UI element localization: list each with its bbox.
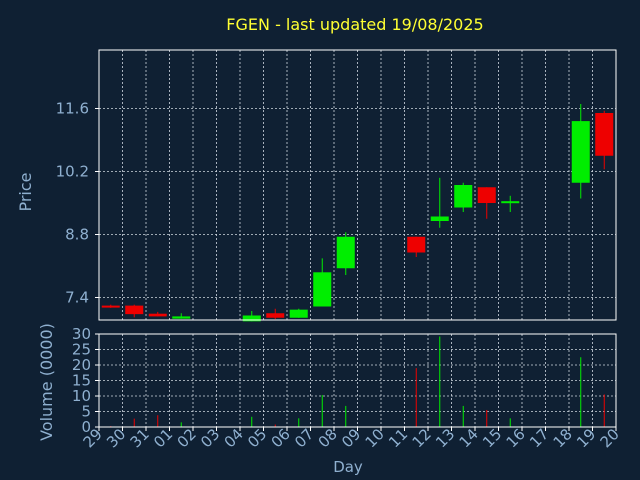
x-tick-label-11: 11 — [385, 425, 411, 451]
x-tick-labels: 2930310102030405060708091011121314151617… — [80, 425, 623, 451]
x-tick-label-17: 17 — [526, 425, 552, 451]
volume-bars — [110, 336, 605, 427]
candle-body-15 — [501, 201, 520, 204]
candle-body-08 — [336, 236, 355, 269]
price-candles — [101, 104, 614, 322]
candle-body-07 — [313, 272, 332, 307]
x-tick-label-14: 14 — [456, 425, 482, 451]
volume-tick-label: 0 — [81, 418, 91, 436]
price-panel-frame — [98, 49, 617, 321]
volume-axis-label: Volume (0000) — [37, 323, 56, 441]
candle-body-04 — [242, 315, 261, 322]
candle-body-31 — [148, 313, 167, 317]
x-tick-label-13: 13 — [432, 425, 458, 451]
volume-tick-label: 30 — [72, 325, 91, 343]
x-tick-label-10: 10 — [362, 425, 388, 451]
x-tick-label-15: 15 — [479, 425, 505, 451]
x-tick-label-07: 07 — [291, 425, 317, 451]
candle-body-13 — [454, 185, 473, 208]
price-tick-label: 8.8 — [65, 226, 89, 244]
price-tick-label: 10.2 — [56, 163, 89, 181]
price-y-tick-labels: 7.4 8.8 10.2 11.6 — [56, 100, 99, 307]
candle-body-06 — [289, 309, 308, 318]
x-tick-label-19: 19 — [573, 425, 599, 451]
candle-body-12 — [430, 216, 449, 221]
volume-tick-label: 5 — [81, 403, 91, 421]
volume-panel-frame — [98, 333, 617, 428]
x-tick-label-06: 06 — [268, 425, 294, 451]
volume-gridlines — [98, 333, 617, 428]
x-tick-label-05: 05 — [244, 425, 270, 451]
volume-tick-label: 25 — [72, 341, 91, 359]
x-tick-label-12: 12 — [409, 425, 435, 451]
candle-body-05 — [266, 313, 285, 318]
candle-body-18 — [571, 121, 590, 183]
x-tick-label-01: 01 — [150, 425, 176, 451]
candle-body-29 — [101, 305, 120, 308]
volume-tick-label: 20 — [72, 356, 91, 374]
x-tick-label-20: 20 — [597, 425, 623, 451]
volume-tick-label: 15 — [72, 372, 91, 390]
candle-body-19 — [595, 113, 614, 156]
candle-body-01 — [172, 316, 191, 319]
x-tick-label-16: 16 — [503, 425, 529, 451]
chart-title: FGEN - last updated 19/08/2025 — [226, 15, 483, 34]
x-axis-label: Day — [333, 458, 363, 476]
price-axis-label: Price — [16, 172, 35, 211]
price-tick-label: 11.6 — [56, 100, 89, 118]
candle-body-11 — [407, 236, 426, 253]
x-tick-label-30: 30 — [103, 425, 129, 451]
price-gridlines — [98, 50, 617, 320]
candle-body-30 — [125, 305, 144, 315]
price-tick-label: 7.4 — [65, 289, 89, 307]
x-tick-label-08: 08 — [315, 425, 341, 451]
x-tick-label-03: 03 — [197, 425, 223, 451]
x-tick-label-04: 04 — [221, 425, 247, 451]
x-tick-label-18: 18 — [550, 425, 576, 451]
x-tick-label-09: 09 — [338, 425, 364, 451]
x-tick-label-02: 02 — [174, 425, 200, 451]
x-tick-label-31: 31 — [127, 425, 153, 451]
candle-body-14 — [477, 187, 496, 203]
volume-tick-label: 10 — [72, 387, 91, 405]
